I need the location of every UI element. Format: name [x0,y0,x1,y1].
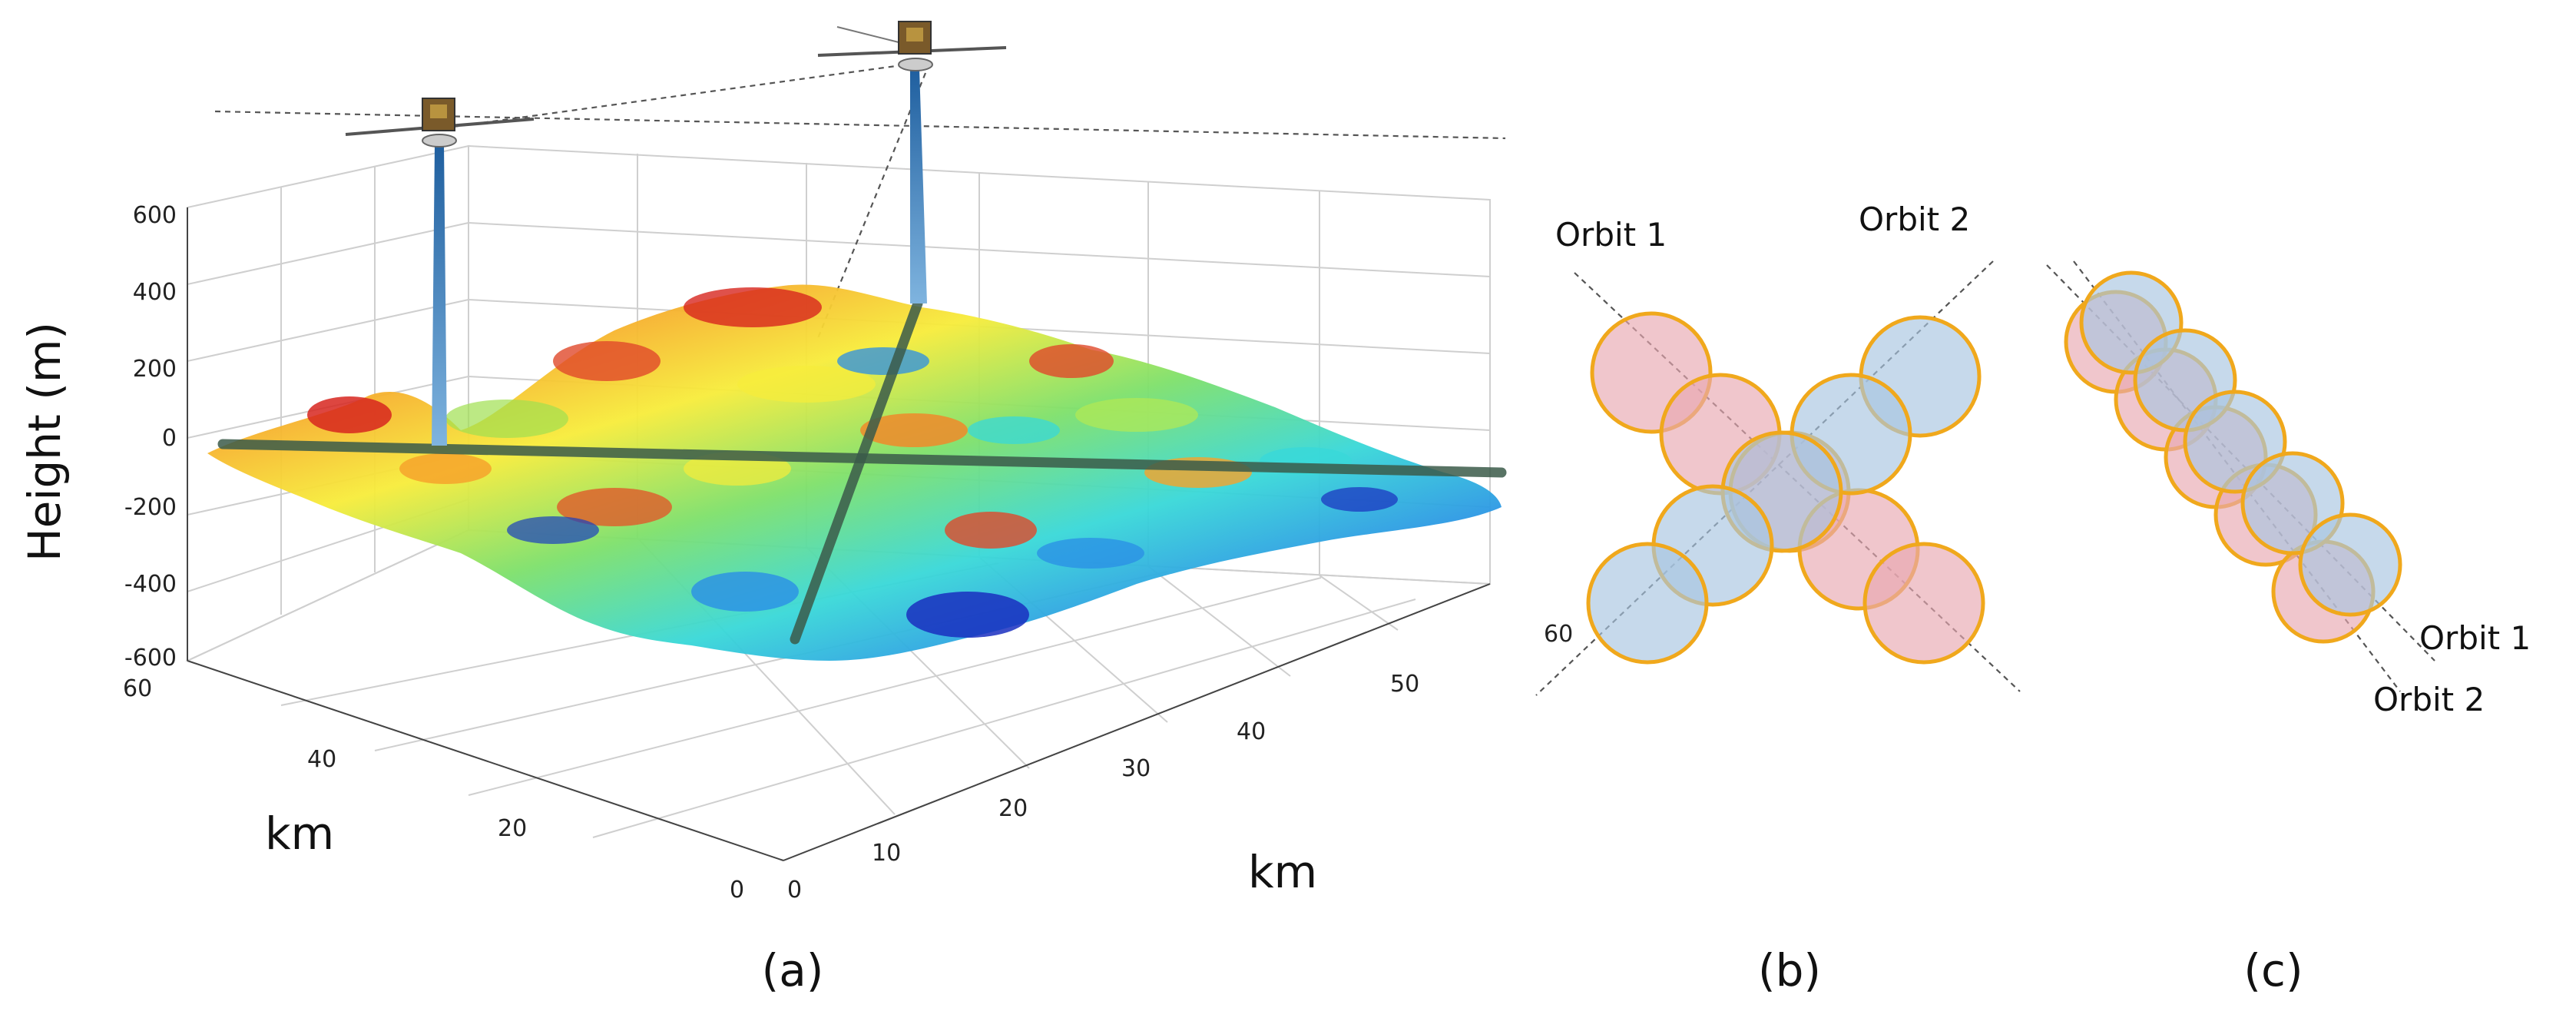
orbit-dashed-line-top [214,110,1506,140]
satellite-2 [817,21,1007,303]
orbit-2-footprints-b [1586,315,1982,665]
panel-label-a: (a) [762,944,824,996]
left-axis-label: km [265,807,334,860]
right-tick-50: 50 [1390,671,1419,698]
orbit-2-label-c: Orbit 2 [2373,681,2485,718]
satellite-1 [345,98,535,446]
ground-track-orbit-2 [790,298,923,645]
panel-label-c: (c) [2243,944,2303,996]
right-axis-label: km [1248,846,1317,898]
orbit-1-label-b: Orbit 1 [1555,216,1667,254]
panel-label-b: (b) [1758,944,1821,996]
z-tick-neg400: -400 [124,571,177,598]
z-axis-label: Height (m) [18,322,71,562]
z-tick-400: 400 [133,279,177,306]
right-tick-30: 30 [1121,755,1151,782]
satellite-2-dashed-line [816,72,927,339]
right-tick-20: 20 [998,795,1028,822]
orbit-1-label-c: Orbit 1 [2419,619,2531,657]
z-tick-0: 0 [162,425,177,452]
left-tick-20: 20 [498,815,527,842]
left-tick-60: 60 [123,675,152,702]
right-tick-60: 60 [1544,621,1573,648]
left-tick-0: 0 [730,877,744,904]
panel-b-crossing-orbits: Orbit 1 Orbit 2 (b) [1535,201,2021,996]
satellite-1-dashed-line [452,60,930,128]
right-tick-10: 10 [872,840,901,867]
panel-c-parallel-orbits: Orbit 1 Orbit 2 (c) [2046,260,2531,996]
z-tick-neg600: -600 [124,645,177,671]
panel-a-3d-terrain: 600 400 200 0 -200 -400 -600 Height (m) … [18,21,1573,996]
right-tick-40: 40 [1237,718,1266,745]
right-tick-0: 0 [787,877,802,904]
z-tick-neg200: -200 [124,494,177,521]
z-tick-200: 200 [133,356,177,383]
orbit-2-footprints-c [2079,270,2402,617]
z-tick-600: 600 [133,202,177,229]
left-tick-40: 40 [307,746,336,773]
orbit-2-label-b: Orbit 2 [1859,201,1970,238]
